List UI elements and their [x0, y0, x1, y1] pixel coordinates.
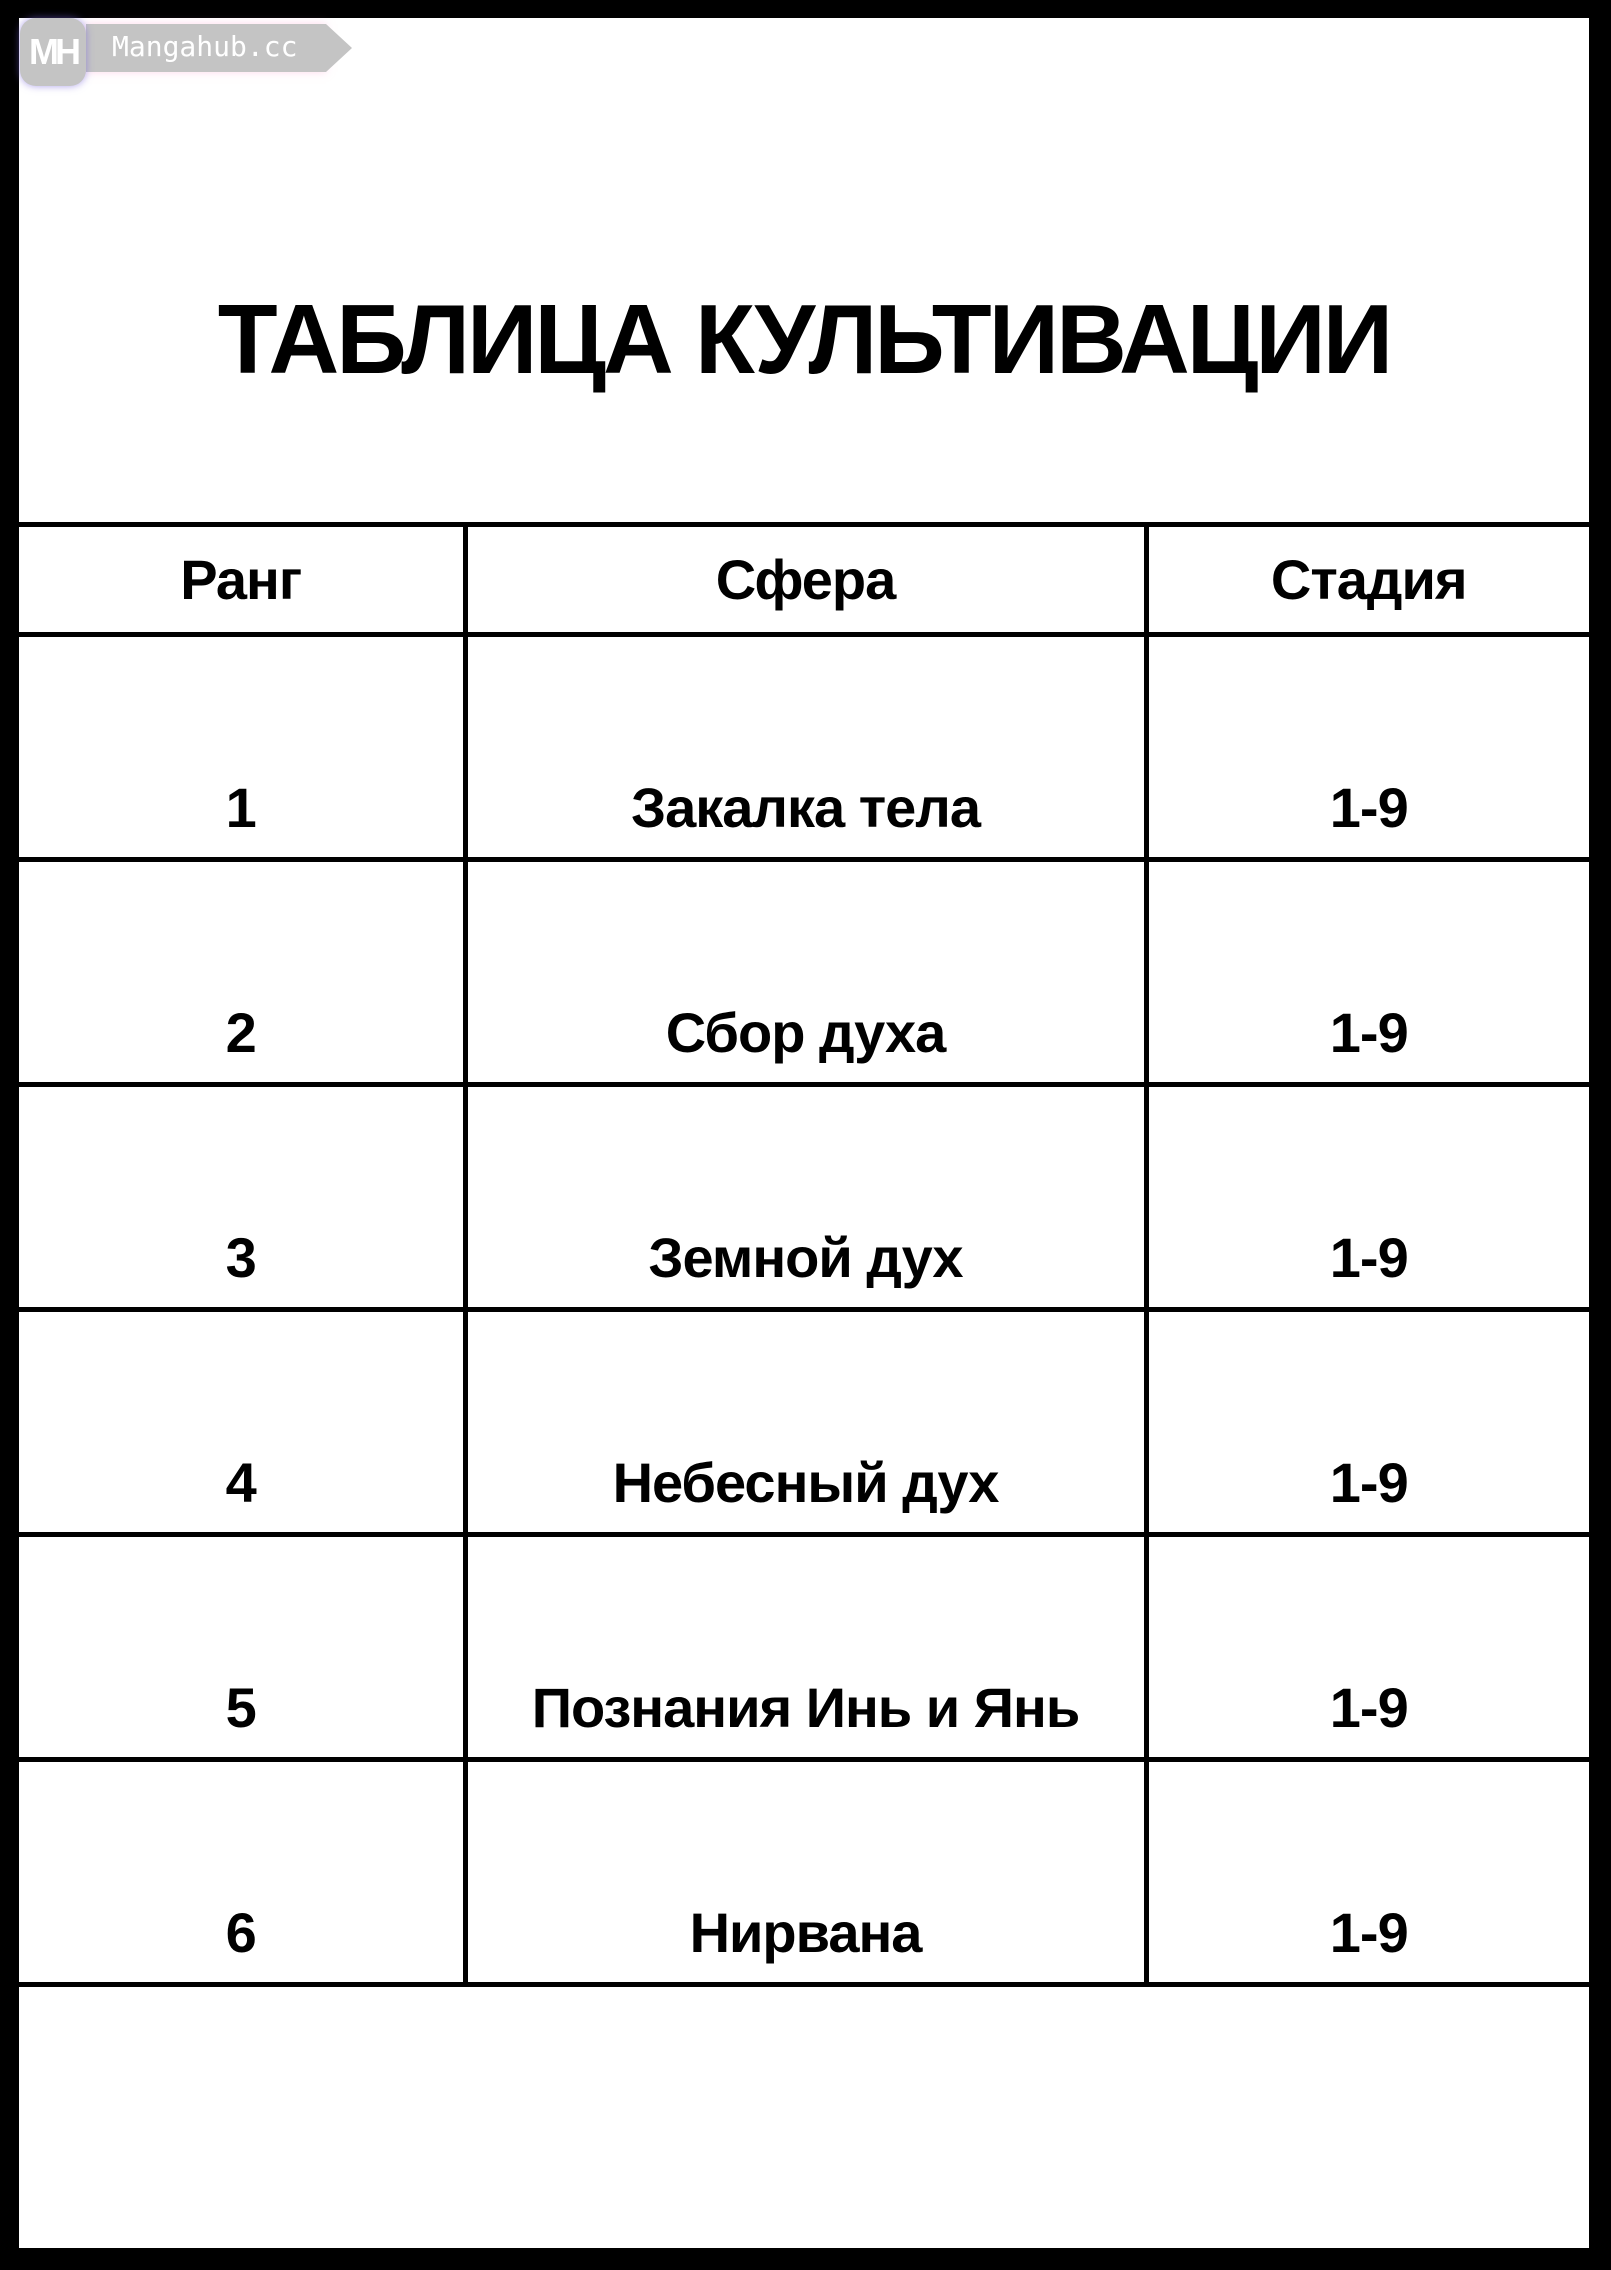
cell-stage: 1-9 — [1143, 1757, 1589, 1987]
header-sphere: Сфера — [462, 522, 1149, 637]
cultivation-table: Ранг Сфера Стадия 1 Закалка тела 1-9 2 Сбор… — [19, 522, 1589, 1987]
watermark-site: Mangahub.cc — [112, 30, 298, 63]
cell-text: 1-9 — [1329, 1001, 1409, 1065]
cell-sphere: Закалка тела — [462, 632, 1149, 862]
cell-rank: 4 — [19, 1307, 468, 1537]
cell-rank: 6 — [19, 1757, 468, 1987]
cell-text: Земной дух — [648, 1226, 963, 1290]
cell-sphere: Нирвана — [462, 1757, 1149, 1987]
cell-text: 1-9 — [1329, 1451, 1409, 1515]
table-header-row: Ранг Сфера Стадия — [19, 522, 1589, 637]
cell-text: Нирвана — [689, 1901, 923, 1965]
cell-text: Сбор духа — [665, 1001, 947, 1065]
cell-rank: 3 — [19, 1082, 468, 1312]
cell-stage: 1-9 — [1143, 1082, 1589, 1312]
header-text: Стадия — [1270, 547, 1468, 611]
cell-stage: 1-9 — [1143, 632, 1589, 862]
table-row: 6 Нирвана 1-9 — [19, 1757, 1589, 1987]
cell-stage: 1-9 — [1143, 1307, 1589, 1537]
table-row: 4 Небесный дух 1-9 — [19, 1307, 1589, 1537]
watermark-banner — [86, 24, 326, 72]
header-stage: Стадия — [1143, 522, 1589, 637]
cell-sphere: Сбор духа — [462, 857, 1149, 1087]
watermark-logo: MH Mangahub.cc — [20, 18, 360, 86]
header-text: Сфера — [715, 547, 896, 611]
cell-text: Небесный дух — [612, 1451, 1000, 1515]
cell-sphere: Земной дух — [462, 1082, 1149, 1312]
header-rank: Ранг — [19, 522, 468, 637]
cell-sphere: Познания Инь и Янь — [462, 1532, 1149, 1762]
page-title: ТАБЛИЦА КУЛЬТИВАЦИИ — [217, 284, 1393, 394]
table-row: 1 Закалка тела 1-9 — [19, 632, 1589, 862]
cell-text: Познания Инь и Янь — [531, 1676, 1081, 1740]
cell-text: 3 — [225, 1226, 257, 1290]
cell-text: 5 — [225, 1676, 257, 1740]
cell-text: 4 — [225, 1451, 257, 1515]
cell-text: Закалка тела — [631, 776, 981, 840]
cell-text: 1-9 — [1329, 1901, 1409, 1965]
cell-rank: 5 — [19, 1532, 468, 1762]
cell-text: 1-9 — [1329, 776, 1409, 840]
cell-rank: 1 — [19, 632, 468, 862]
table-row: 3 Земной дух 1-9 — [19, 1082, 1589, 1312]
header-text: Ранг — [180, 547, 302, 611]
cell-stage: 1-9 — [1143, 857, 1589, 1087]
document-page: ТАБЛИЦА КУЛЬТИВАЦИИ Ранг Сфера Стадия 1 З… — [19, 18, 1589, 2248]
mangahub-logo-icon: MH — [20, 18, 86, 86]
cell-rank: 2 — [19, 857, 468, 1087]
cell-text: 1-9 — [1329, 1676, 1409, 1740]
cell-text: 6 — [225, 1901, 257, 1965]
table-row: 2 Сбор духа 1-9 — [19, 857, 1589, 1087]
cell-text: 2 — [225, 1001, 257, 1065]
cell-text: 1-9 — [1329, 1226, 1409, 1290]
table-row: 5 Познания Инь и Янь 1-9 — [19, 1532, 1589, 1762]
cell-text: 1 — [225, 776, 257, 840]
watermark-arrow — [326, 24, 352, 72]
cell-stage: 1-9 — [1143, 1532, 1589, 1762]
cell-sphere: Небесный дух — [462, 1307, 1149, 1537]
